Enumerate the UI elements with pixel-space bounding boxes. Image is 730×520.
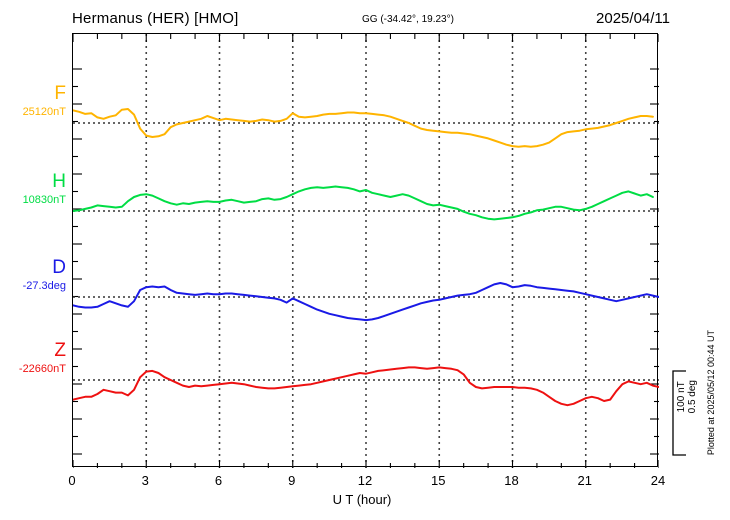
component-label-H: H 10830nT — [23, 172, 66, 208]
component-label-F: F 25120nT — [23, 84, 66, 120]
x-tick-label-21: 21 — [577, 473, 592, 488]
trace-F — [73, 108, 654, 148]
x-tick-label-0: 0 — [68, 473, 76, 488]
x-tick-label-6: 6 — [214, 473, 223, 488]
plotted-at-timestamp: Plotted at 2025/05/12 00:44 UT — [706, 330, 716, 456]
scale-bar — [672, 370, 698, 456]
station-title: Hermanus (HER) [HMO] — [72, 10, 239, 27]
scale-bar-label: 100 nT 0.5 deg — [676, 380, 698, 413]
component-label-D: D -27.3deg — [23, 258, 66, 294]
x-tick-label-15: 15 — [431, 473, 446, 488]
observation-date: 2025/04/11 — [596, 10, 670, 27]
magnetogram-plot-area — [72, 33, 659, 468]
component-baseline-Z: -22660nT — [18, 363, 66, 375]
scale-bar-deg: 0.5 deg — [687, 380, 698, 414]
x-tick-label-9: 9 — [288, 473, 296, 488]
x-tick-label-24: 24 — [650, 473, 666, 488]
x-tick-label-12: 12 — [357, 473, 373, 488]
scale-bar-nt: 100 nT — [676, 381, 687, 413]
x-axis-title-text: U T (hour) — [332, 492, 392, 507]
x-tick-label-3: 3 — [141, 473, 149, 488]
geographic-coordinates: GG (-34.42°, 19.23°) — [362, 14, 454, 25]
magnetogram-traces — [73, 34, 659, 468]
component-symbol-Z: Z — [54, 340, 66, 361]
component-label-Z: Z -22660nT — [19, 341, 66, 377]
x-axis-title: U T (hour) — [0, 492, 730, 507]
component-symbol-H: H — [52, 171, 66, 192]
trace-H — [73, 185, 654, 221]
component-symbol-F: F — [54, 83, 66, 104]
trace-D — [73, 282, 659, 322]
component-baseline-F: 25120nT — [22, 106, 66, 118]
x-tick-label-18: 18 — [504, 473, 519, 488]
component-baseline-D: -27.3deg — [22, 280, 66, 292]
component-symbol-D: D — [52, 257, 66, 278]
trace-Z — [73, 366, 659, 407]
component-baseline-H: 10830nT — [22, 194, 66, 206]
scale-bar-bracket — [672, 370, 686, 456]
